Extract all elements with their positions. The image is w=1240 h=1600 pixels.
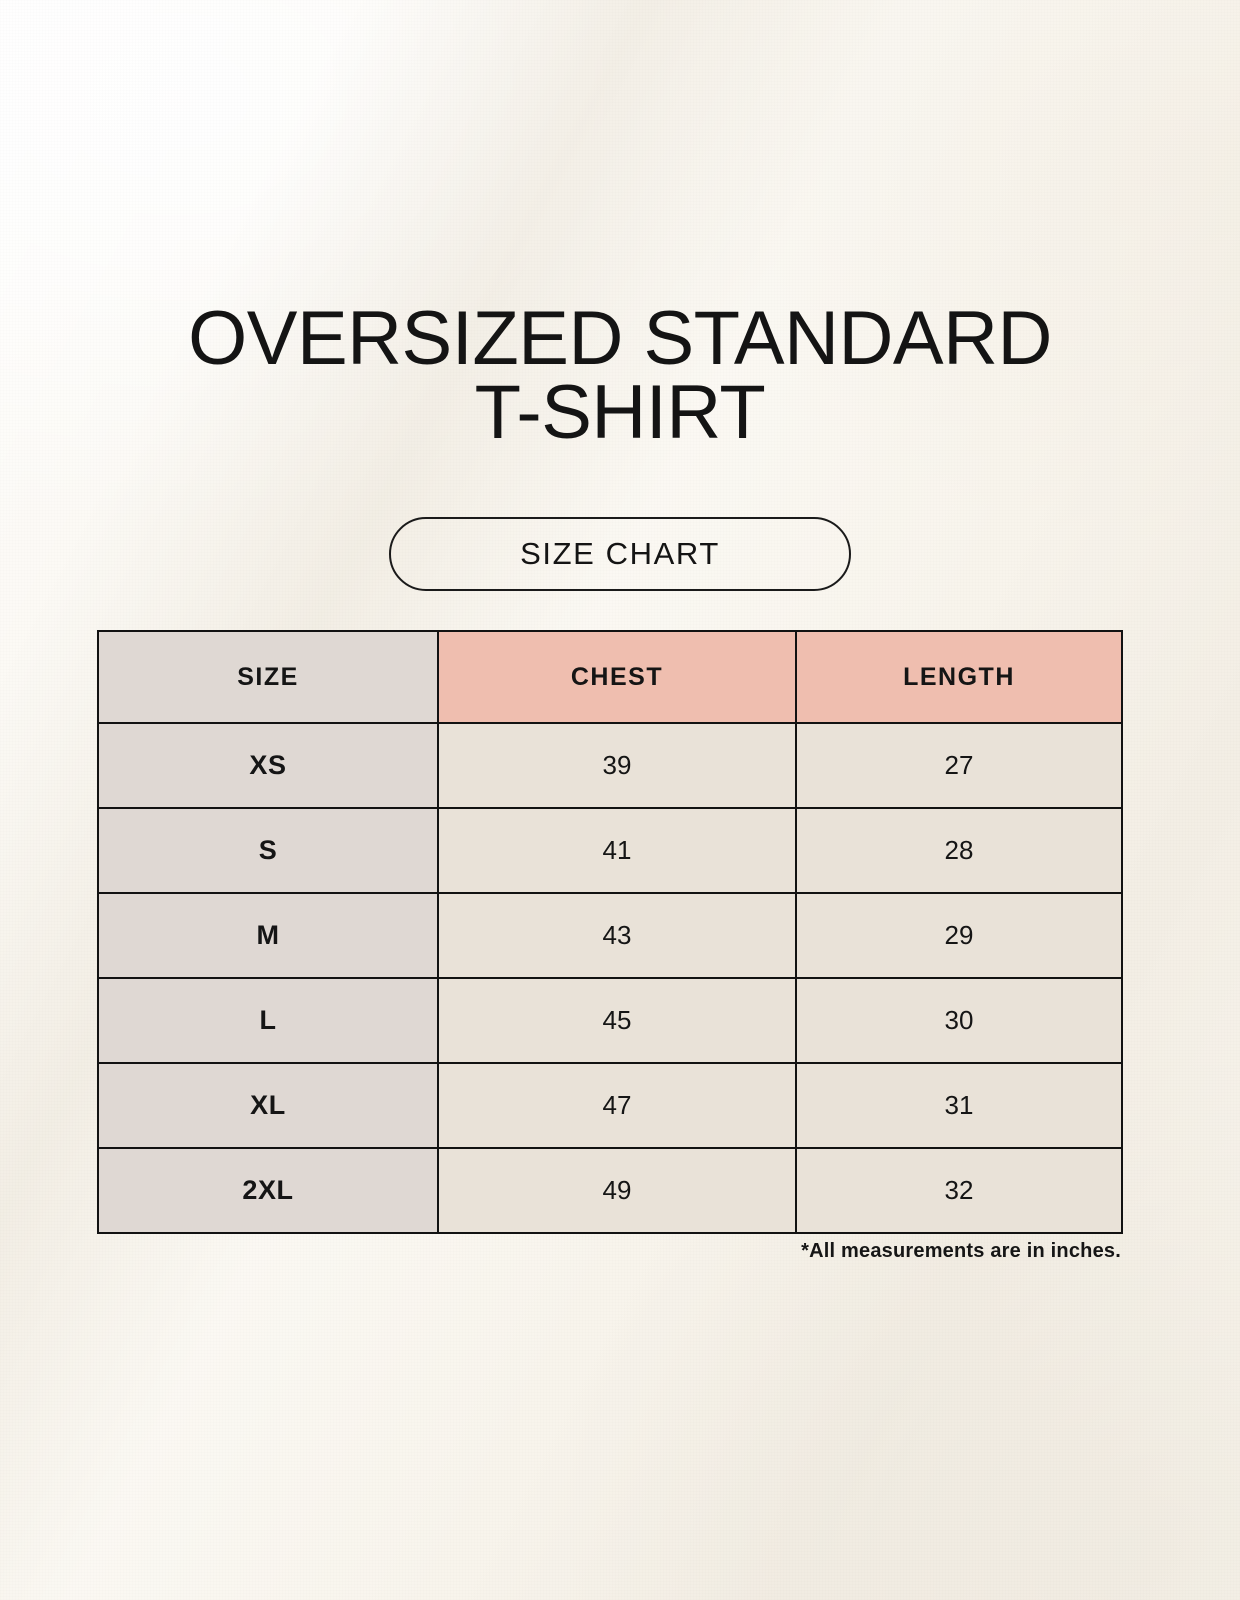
cell-chest: 43 — [437, 892, 797, 979]
column-header-length: LENGTH — [795, 630, 1123, 724]
page-title: OVERSIZED STANDARD T-SHIRT — [188, 296, 1052, 455]
size-table: SIZE CHEST LENGTH XS 39 27 S 41 28 M — [97, 630, 1123, 1234]
cell-chest: 49 — [437, 1147, 797, 1234]
cell-size: XS — [97, 722, 439, 809]
table-header-row: SIZE CHEST LENGTH — [97, 630, 1123, 724]
cell-size: L — [97, 977, 439, 1064]
cell-chest: 41 — [437, 807, 797, 894]
table-row: 2XL 49 32 — [97, 1147, 1123, 1234]
cell-length: 31 — [795, 1062, 1123, 1149]
size-chart-badge: SIZE CHART — [389, 517, 851, 591]
cell-chest: 45 — [437, 977, 797, 1064]
cell-length: 30 — [795, 977, 1123, 1064]
cell-chest: 39 — [437, 722, 797, 809]
table-row: XS 39 27 — [97, 722, 1123, 809]
cell-size: M — [97, 892, 439, 979]
cell-size: 2XL — [97, 1147, 439, 1234]
size-table-container: SIZE CHEST LENGTH XS 39 27 S 41 28 M — [97, 630, 1123, 1234]
cell-size: S — [97, 807, 439, 894]
cell-size: XL — [97, 1062, 439, 1149]
table-row: XL 47 31 — [97, 1062, 1123, 1149]
size-table-header: SIZE CHEST LENGTH — [97, 630, 1123, 724]
size-table-body: XS 39 27 S 41 28 M 43 29 L 45 30 — [97, 722, 1123, 1234]
size-chart-badge-label: SIZE CHART — [520, 536, 720, 571]
table-row: S 41 28 — [97, 807, 1123, 894]
cell-length: 29 — [795, 892, 1123, 979]
measurements-footnote: *All measurements are in inches. — [801, 1240, 1121, 1262]
column-header-size: SIZE — [97, 630, 439, 724]
cell-length: 32 — [795, 1147, 1123, 1234]
column-header-chest: CHEST — [437, 630, 797, 724]
cell-chest: 47 — [437, 1062, 797, 1149]
cell-length: 27 — [795, 722, 1123, 809]
table-row: L 45 30 — [97, 977, 1123, 1064]
cell-length: 28 — [795, 807, 1123, 894]
table-row: M 43 29 — [97, 892, 1123, 979]
